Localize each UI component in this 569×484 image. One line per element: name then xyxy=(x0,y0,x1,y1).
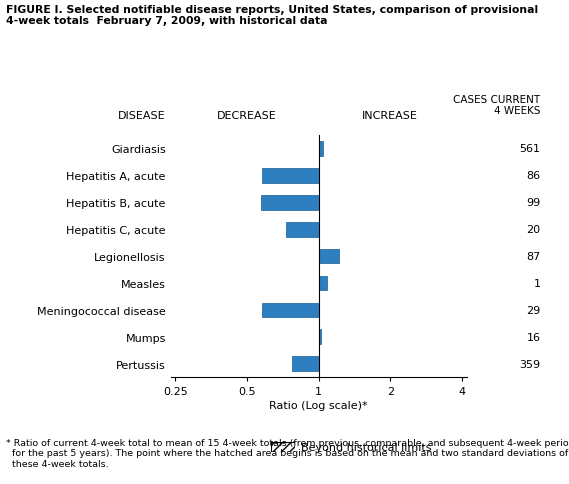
Text: FIGURE I. Selected notifiable disease reports, United States, comparison of prov: FIGURE I. Selected notifiable disease re… xyxy=(6,5,538,27)
Text: 359: 359 xyxy=(519,359,541,369)
Text: 86: 86 xyxy=(526,171,541,181)
Bar xyxy=(319,330,321,345)
Bar xyxy=(286,222,319,237)
Text: DISEASE: DISEASE xyxy=(117,111,165,121)
Bar xyxy=(262,303,319,318)
Text: 561: 561 xyxy=(519,144,541,154)
Bar xyxy=(319,249,339,264)
Bar xyxy=(292,357,319,372)
Text: 20: 20 xyxy=(526,225,541,235)
Text: Beyond historical limits: Beyond historical limits xyxy=(301,442,431,452)
Bar xyxy=(261,196,319,210)
Bar xyxy=(262,168,319,183)
Text: 29: 29 xyxy=(526,305,541,315)
Text: INCREASE: INCREASE xyxy=(362,111,418,121)
Bar xyxy=(319,142,323,156)
Text: 87: 87 xyxy=(526,252,541,261)
Text: * Ratio of current 4-week total to mean of 15 4-week totals (from previous, comp: * Ratio of current 4-week total to mean … xyxy=(6,438,569,468)
Text: DECREASE: DECREASE xyxy=(217,111,277,121)
Text: 1: 1 xyxy=(534,278,541,288)
X-axis label: Ratio (Log scale)*: Ratio (Log scale)* xyxy=(269,401,368,410)
Text: 99: 99 xyxy=(526,198,541,208)
Text: 16: 16 xyxy=(526,332,541,342)
Bar xyxy=(319,276,327,291)
Text: CASES CURRENT
4 WEEKS: CASES CURRENT 4 WEEKS xyxy=(453,94,541,116)
